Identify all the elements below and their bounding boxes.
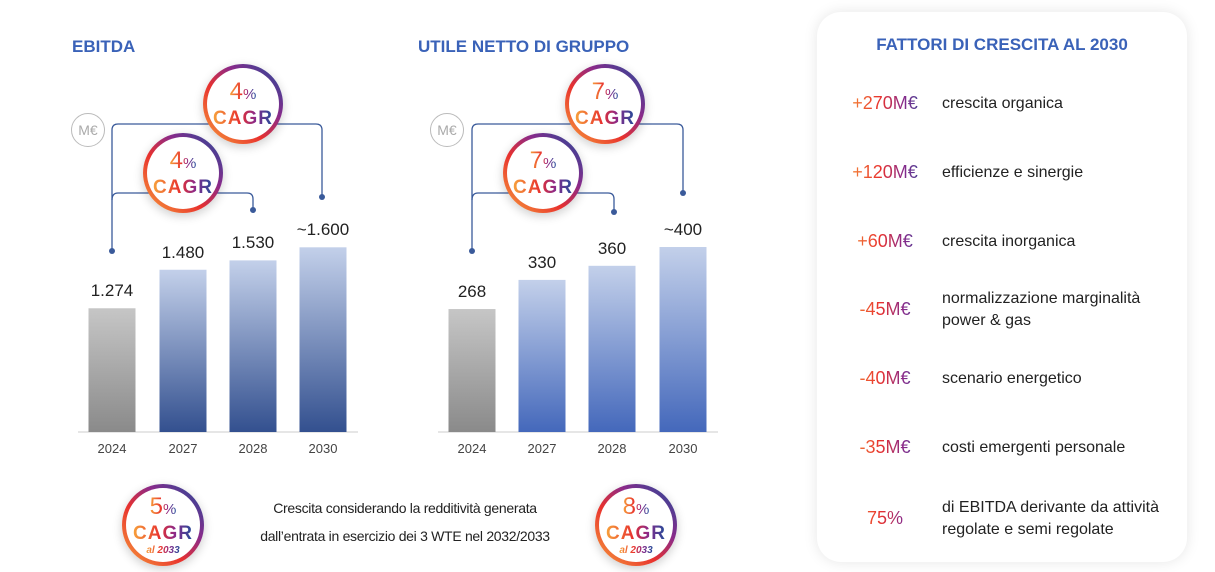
ebitda-bracket-2028 [111, 192, 254, 210]
bar-value-label: 1.480 [161, 242, 205, 262]
cagr-badge-ebitda-2028: 4% CAGR [143, 133, 223, 213]
note-line: Crescita considerando la redditività gen… [273, 500, 537, 516]
bracket-dot [109, 248, 115, 254]
factor-value: -40M€ [840, 368, 930, 389]
cagr-label: CAGR [575, 107, 635, 129]
cagr-unit: % [543, 154, 557, 172]
cagr-unit: % [605, 85, 619, 103]
bar-2028 [229, 260, 277, 432]
factor-text: scenario energetico [942, 370, 1082, 387]
bar-value-label: 1.274 [90, 281, 134, 301]
bar-value-label: 268 [457, 282, 487, 302]
cagr-unit: % [183, 154, 197, 172]
bar-value-label: 330 [527, 252, 557, 272]
cagr-sub: al 2033 [619, 545, 653, 556]
cagr-label: CAGR [153, 176, 213, 198]
bar-2024 [448, 309, 496, 432]
cagr-value: 5 [149, 493, 163, 520]
charts-svg [78, 123, 718, 433]
cagr-value: 8 [622, 493, 636, 520]
note-line: dall’entrata in esercizio dei 3 WTE nel … [260, 528, 550, 544]
bar-2027 [159, 269, 207, 432]
factor-value: -35M€ [840, 437, 930, 458]
unit-badge: M€ [71, 113, 105, 147]
year-tick-label: 2030 [308, 441, 338, 456]
factors-card [817, 12, 1187, 562]
year-tick-label: 2024 [97, 441, 127, 456]
year-tick-label: 2027 [168, 441, 198, 456]
cagr-sub: al 2033 [146, 545, 180, 556]
bracket-dot [469, 248, 475, 254]
bracket-dot [611, 209, 617, 215]
bracket-dot [250, 207, 256, 213]
cagr-label: CAGR [606, 523, 666, 544]
bar-value-label: 1.530 [231, 233, 275, 253]
cagr-value: 7 [529, 146, 543, 174]
factor-text: efficienze e sinergie [942, 164, 1084, 181]
cagr-badge-utile-2028: 7% CAGR [503, 133, 583, 213]
bracket-dot [680, 190, 686, 196]
cagr-value: 7 [591, 77, 605, 105]
utile-bracket-2028 [471, 192, 615, 212]
factor-value: +270M€ [840, 93, 930, 114]
cagr-2033-utile: 8% CAGR al 2033 [595, 484, 677, 566]
year-tick-label: 2027 [527, 441, 557, 456]
factor-value: +120M€ [840, 162, 930, 183]
factor-text: crescita inorganica [942, 233, 1076, 250]
bar-value-label: ~1.600 [296, 220, 350, 240]
factor-text: crescita organica [942, 95, 1063, 112]
cagr-2033-ebitda: 5% CAGR al 2033 [122, 484, 204, 566]
cagr-badge-ebitda-2030: 4% CAGR [203, 64, 283, 144]
cagr-value: 4 [229, 77, 243, 105]
unit-badge: M€ [430, 113, 464, 147]
cagr-label: CAGR [213, 107, 273, 129]
bar-2030 [659, 247, 707, 432]
cagr-badge-utile-2030: 7% CAGR [565, 64, 645, 144]
factor-text: di EBITDA derivante da attività regolate… [942, 499, 1159, 538]
bar-value-label: ~400 [663, 220, 703, 239]
factor-value: 75% [840, 508, 930, 529]
cagr-label: CAGR [133, 523, 193, 544]
factors-title: FATTORI DI CRESCITA AL 2030 [876, 35, 1128, 54]
factor-text: costi emergenti personale [942, 439, 1126, 456]
cagr-unit: % [163, 501, 177, 518]
growth-note: Crescita considerando la redditività gen… [225, 494, 585, 550]
utile-title: UTILE NETTO DI GRUPPO [418, 37, 630, 56]
bar-2030 [299, 247, 347, 432]
year-tick-label: 2030 [668, 441, 698, 456]
year-tick-label: 2024 [457, 441, 487, 456]
bar-value-label: 360 [597, 238, 627, 258]
factor-value: +60M€ [840, 231, 930, 252]
bar-2028 [588, 265, 636, 432]
bracket-dot [319, 194, 325, 200]
factor-text: normalizzazione marginalità power & gas [942, 290, 1141, 329]
cagr-value: 4 [169, 146, 183, 174]
bar-2027 [518, 279, 566, 432]
year-tick-label: 2028 [238, 441, 268, 456]
cagr-unit: % [243, 85, 257, 103]
year-tick-label: 2028 [597, 441, 627, 456]
factor-value: -45M€ [840, 299, 930, 320]
cagr-unit: % [636, 501, 650, 518]
bar-2024 [88, 308, 136, 432]
ebitda-title: EBITDA [72, 37, 136, 56]
cagr-label: CAGR [513, 176, 573, 198]
